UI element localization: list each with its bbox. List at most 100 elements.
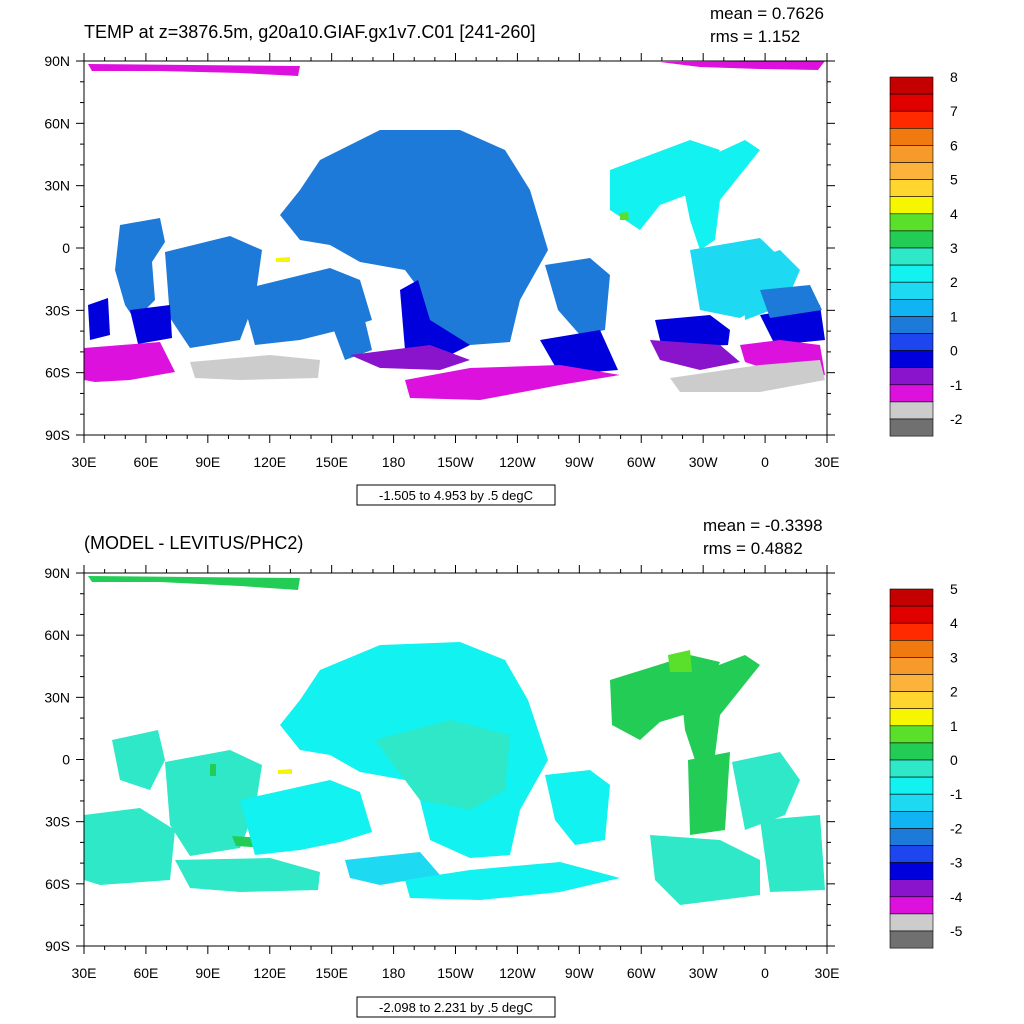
y-tick-label: 90S xyxy=(45,427,70,443)
panel-temp-title: TEMP at z=3876.5m, g20a10.GIAF.gx1v7.C01… xyxy=(84,22,535,42)
panel-temp-rms: rms = 1.152 xyxy=(710,27,800,46)
panel-temp-mean: mean = 0.7626 xyxy=(710,4,824,23)
x-tick-label: 180 xyxy=(382,454,406,470)
indian-west-edge xyxy=(88,298,110,340)
panel-diff-range-box xyxy=(356,996,556,1018)
atlantic-sector-violet xyxy=(650,340,740,370)
colorbar-swatch xyxy=(889,230,934,249)
atlantic-north xyxy=(610,140,720,230)
pacific-basin xyxy=(280,130,548,345)
panel-temp-ticks: 30E 60E 90E 120E 150E 180 150W 120W 90W 60W 30W 0 30… xyxy=(44,53,839,470)
colorbar-label: -1 xyxy=(950,786,963,802)
x-tick-label: 150W xyxy=(437,965,474,981)
colorbar-swatch xyxy=(889,196,934,215)
colorbar-swatch xyxy=(889,418,934,437)
y-tick-label: 30S xyxy=(45,814,70,830)
x-tick-label: 90E xyxy=(195,454,220,470)
y-tick-label: 90S xyxy=(45,938,70,954)
colorbar-swatch xyxy=(889,316,934,334)
colorbar-swatch xyxy=(889,588,934,607)
colorbar-label: -5 xyxy=(950,923,963,939)
panel-temp-range: -1.505 to 4.953 by .5 degC xyxy=(379,488,533,503)
colorbar-swatch xyxy=(889,350,934,369)
colorbar-swatch xyxy=(889,913,934,932)
x-tick-label: 150E xyxy=(315,965,348,981)
x-tick-label: 90E xyxy=(195,965,220,981)
colorbar-swatch xyxy=(889,384,934,403)
diff-atlantic-north-east xyxy=(680,655,760,760)
arctic-patch-east xyxy=(660,61,825,70)
x-tick-label: 30W xyxy=(689,454,719,470)
indian-ocean-central xyxy=(165,236,262,348)
x-tick-label: 120W xyxy=(499,965,536,981)
panel-temp-range-box xyxy=(356,484,556,506)
y-tick-label: 30N xyxy=(44,178,70,194)
diff-arctic-patch xyxy=(88,576,300,590)
x-tick-label: 30E xyxy=(72,454,97,470)
x-tick-label: 30E xyxy=(815,965,840,981)
colorbar-swatch xyxy=(889,759,934,778)
x-tick-label: 180 xyxy=(382,965,406,981)
diff-pacific-south xyxy=(240,780,372,855)
atlantic-sector-deep xyxy=(655,315,730,348)
colorbar-swatch xyxy=(889,674,934,692)
x-tick-label: 0 xyxy=(761,454,769,470)
y-tick-label: 60S xyxy=(45,876,70,892)
colorbar-label: 1 xyxy=(950,718,958,734)
y-tick-label: 0 xyxy=(62,752,70,768)
east-patch-blue xyxy=(760,285,822,318)
x-tick-label: 120W xyxy=(499,454,536,470)
colorbar-swatch xyxy=(889,605,934,624)
x-tick-label: 150E xyxy=(315,454,348,470)
colorbar-swatch xyxy=(889,708,934,727)
colorbar-swatch xyxy=(889,896,934,915)
colorbar-swatch xyxy=(889,145,934,163)
colorbar-swatch xyxy=(889,691,934,709)
x-tick-label: 30E xyxy=(72,965,97,981)
y-tick-label: 90N xyxy=(44,53,70,69)
diff-southern-west xyxy=(175,858,320,892)
colorbar-label: -3 xyxy=(950,855,963,871)
south-pacific-deep xyxy=(540,330,618,375)
tiny-green-speck xyxy=(620,212,629,220)
colorbar-label: -2 xyxy=(950,820,963,836)
colorbar-label: -4 xyxy=(950,889,963,905)
diff-southern-pacific-band xyxy=(405,862,620,900)
colorbar-label: 6 xyxy=(950,137,958,153)
colorbar-swatch xyxy=(889,793,934,812)
panel-temp: TEMP at z=3876.5m, g20a10.GIAF.gx1v7.C01… xyxy=(44,4,963,506)
colorbar-swatch xyxy=(889,93,934,112)
panel-diff-colorbar: 5 4 3 2 1 0 -1 -2 -3 -4 -5 xyxy=(889,581,963,949)
y-tick-label: 30S xyxy=(45,302,70,318)
colorbar-label: 4 xyxy=(950,615,958,631)
indian-deep-basin xyxy=(130,305,172,344)
colorbar-swatch xyxy=(889,298,934,317)
diff-southern-east xyxy=(760,815,825,892)
y-tick-label: 90N xyxy=(44,565,70,581)
panel-diff-rms: rms = 0.4882 xyxy=(703,539,803,558)
diff-atlantic-east xyxy=(732,752,800,830)
x-tick-label: 60E xyxy=(133,965,158,981)
y-tick-label: 60S xyxy=(45,365,70,381)
diff-indian-central xyxy=(165,750,262,856)
atlantic-north-east xyxy=(680,140,760,250)
indian-ocean xyxy=(115,218,165,320)
x-tick-label: 60W xyxy=(627,454,657,470)
colorbar-label: 0 xyxy=(950,343,958,359)
colorbar-swatch xyxy=(889,639,934,658)
colorbar-swatch xyxy=(889,879,934,898)
southern-ocean-grey-east xyxy=(670,360,825,392)
y-tick-label: 0 xyxy=(62,240,70,256)
colorbar-label: 1 xyxy=(950,308,958,324)
panel-diff-title: (MODEL - LEVITUS/PHC2) xyxy=(84,533,303,553)
diff-indian-south xyxy=(84,808,175,885)
southern-ocean-violet-pacific xyxy=(350,345,470,370)
y-tick-label: 60N xyxy=(44,627,70,643)
panel-diff-range: -2.098 to 2.231 by .5 degC xyxy=(379,1000,533,1015)
southern-ocean-grey-west xyxy=(190,355,320,380)
arctic-patch-west xyxy=(88,64,300,76)
colorbar-label: 0 xyxy=(950,752,958,768)
colorbar-swatch xyxy=(889,725,934,744)
colorbar-swatch xyxy=(889,110,934,129)
